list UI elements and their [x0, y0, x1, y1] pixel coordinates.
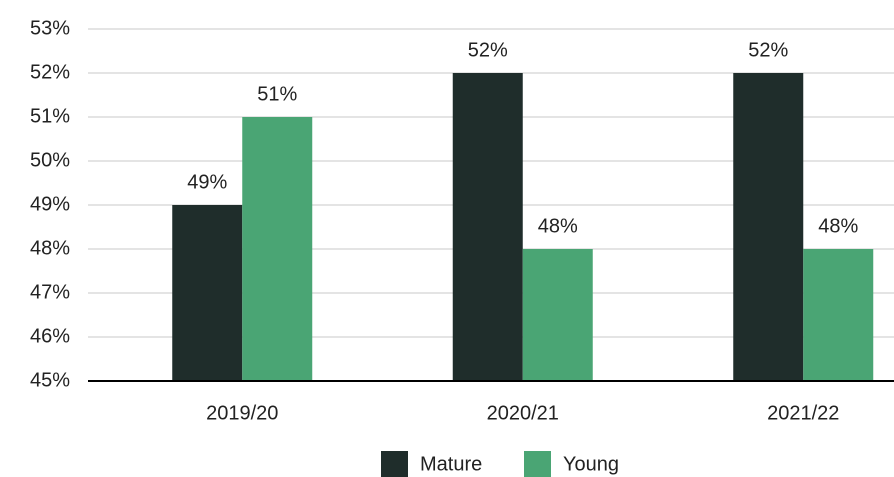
value-label: 51%: [257, 83, 297, 105]
x-tick-label: 2020/21: [487, 402, 559, 424]
bar: [452, 73, 523, 381]
bar: [242, 117, 313, 381]
value-label: 49%: [187, 171, 227, 193]
bar: [172, 205, 243, 381]
x-tick-label: 2021/22: [767, 402, 839, 424]
y-tick-label: 47%: [30, 281, 70, 303]
legend-swatch: [381, 451, 408, 477]
legend-label: Mature: [420, 453, 482, 475]
y-tick-label: 53%: [30, 17, 70, 39]
y-tick-label: 50%: [30, 149, 70, 171]
value-label: 48%: [538, 215, 578, 237]
x-tick-label: 2019/20: [206, 402, 278, 424]
legend-swatch: [524, 451, 551, 477]
y-tick-label: 51%: [30, 105, 70, 127]
y-tick-label: 48%: [30, 237, 70, 259]
y-tick-label: 49%: [30, 193, 70, 215]
y-tick-label: 52%: [30, 61, 70, 83]
bar: [803, 249, 874, 381]
value-label: 52%: [748, 39, 788, 61]
bar: [522, 249, 593, 381]
bar: [733, 73, 804, 381]
y-tick-label: 46%: [30, 325, 70, 347]
value-label: 52%: [468, 39, 508, 61]
legend-label: Young: [563, 453, 619, 475]
y-tick-label: 45%: [30, 369, 70, 391]
value-label: 48%: [818, 215, 858, 237]
